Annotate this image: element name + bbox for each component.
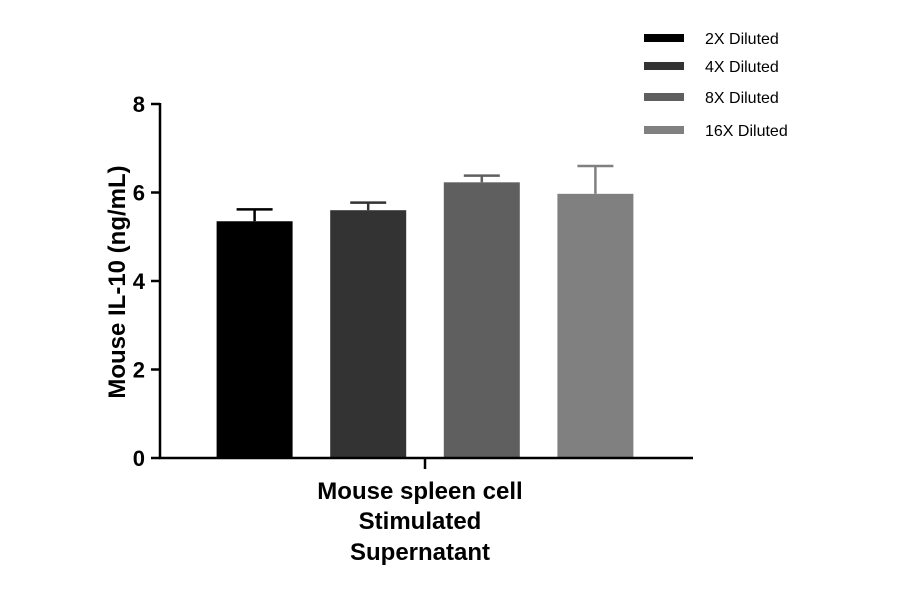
bar — [557, 193, 634, 458]
x-axis-title-line-3: Supernatant — [350, 539, 490, 566]
x-axis-title-line-2: Stimulated — [359, 508, 482, 535]
legend-swatch — [644, 34, 684, 42]
y-tick-label: 4 — [133, 269, 146, 294]
legend-label: 8X Diluted — [705, 90, 779, 107]
bar — [443, 182, 520, 458]
legend-label: 2X Diluted — [705, 31, 779, 48]
y-ticks: 0 2 4 6 8 — [133, 92, 160, 471]
legend-swatch — [644, 93, 684, 101]
y-tick-label: 0 — [133, 446, 145, 471]
legend-label: 4X Diluted — [705, 59, 779, 76]
y-tick-label: 8 — [133, 92, 145, 117]
x-axis-title-line-1: Mouse spleen cell — [317, 478, 522, 505]
y-tick-label: 6 — [133, 181, 145, 206]
legend-swatch — [644, 126, 684, 134]
legend-swatch — [644, 62, 684, 70]
bars — [216, 182, 634, 458]
bar — [330, 210, 407, 458]
bar — [216, 221, 293, 458]
legend: 2X Diluted 4X Diluted 8X Diluted 16X Dilute… — [644, 31, 788, 140]
x-axis-title: Mouse spleen cell Stimulated Supernatant — [317, 478, 522, 566]
legend-label: 16X Diluted — [705, 123, 788, 140]
y-axis-title: Mouse IL-10 (ng/mL) — [104, 165, 131, 398]
error-bars — [236, 164, 614, 222]
y-tick-label: 2 — [133, 358, 145, 383]
